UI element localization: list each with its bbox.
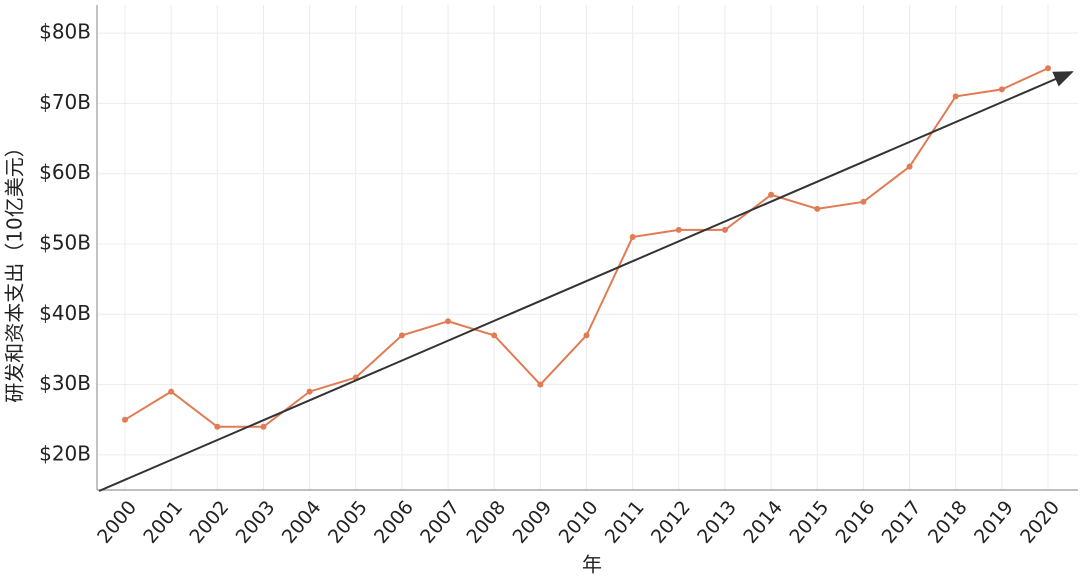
x-tick-label: 2009 — [508, 497, 556, 548]
x-tick-label: 2020 — [1016, 497, 1064, 548]
point — [168, 388, 175, 395]
y-axis-label: 研发和资本支出（10亿美元） — [3, 137, 27, 402]
x-tick-label: 2006 — [370, 497, 418, 548]
y-tick-label: $20B — [39, 441, 91, 465]
point — [214, 423, 221, 430]
x-tick-label: 2012 — [647, 497, 695, 548]
x-tick-label: 2014 — [739, 497, 787, 548]
point — [260, 423, 267, 430]
x-tick-label: 2010 — [555, 497, 603, 548]
point — [814, 205, 821, 212]
x-tick-label: 2001 — [139, 497, 187, 548]
y-tick-label: $50B — [39, 230, 91, 254]
x-axis-label: 年 — [582, 553, 602, 577]
point — [768, 191, 775, 198]
x-tick-label: 2007 — [416, 497, 464, 548]
x-tick-label: 2002 — [185, 497, 233, 548]
y-tick-label: $30B — [39, 371, 91, 395]
x-tick-label: 2004 — [278, 497, 326, 548]
y-tick-label: $60B — [39, 160, 91, 184]
point — [306, 388, 313, 395]
point — [537, 381, 544, 388]
x-tick-label: 2000 — [93, 497, 141, 548]
x-tick-label: 2011 — [601, 497, 649, 548]
x-tick-label: 2015 — [785, 497, 833, 548]
y-tick-label: $80B — [39, 20, 91, 44]
x-tick-label: 2013 — [693, 497, 741, 548]
x-tick-label: 2005 — [324, 497, 372, 548]
point — [398, 332, 405, 339]
point — [629, 233, 636, 240]
point — [721, 226, 728, 233]
trend-arrow — [98, 71, 1074, 492]
point — [491, 332, 498, 339]
y-tick-label: $70B — [39, 90, 91, 114]
point — [583, 332, 590, 339]
y-tick-label: $40B — [39, 301, 91, 325]
point — [445, 318, 452, 325]
point — [1045, 65, 1051, 72]
x-tick-label: 2018 — [924, 497, 972, 548]
point — [998, 86, 1005, 93]
x-tick-label: 2017 — [878, 497, 926, 548]
point — [122, 416, 128, 423]
point — [860, 198, 867, 205]
x-tick-label: 2003 — [232, 497, 280, 548]
x-tick-label: 2019 — [970, 497, 1018, 548]
x-tick-label: 2016 — [832, 497, 880, 548]
point — [906, 163, 913, 170]
point — [952, 93, 959, 100]
x-tick-label: 2008 — [462, 497, 510, 548]
point — [675, 226, 682, 233]
